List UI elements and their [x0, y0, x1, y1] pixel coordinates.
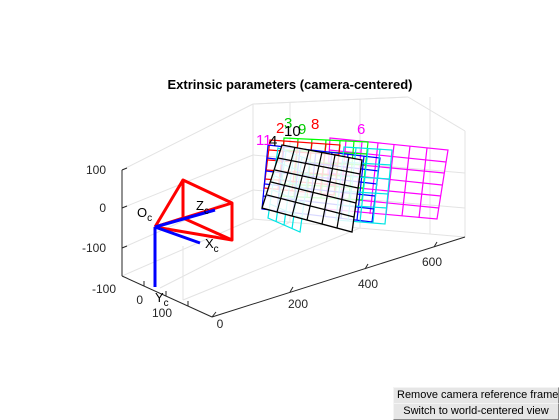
board-label: 11	[256, 132, 272, 149]
y-tick-label: 400	[358, 277, 378, 291]
y-tick-label: 0	[217, 317, 224, 331]
z-tick-label: 100	[86, 163, 106, 177]
y-tick-label: 200	[288, 297, 308, 311]
camera-axes	[153, 208, 216, 287]
camera-x-label: Xc	[205, 236, 219, 255]
z-tick-label: -100	[82, 241, 106, 255]
board-label: 4	[269, 133, 277, 150]
checkerboard-black	[261, 144, 363, 233]
plot-title: Extrinsic parameters (camera-centered)	[168, 77, 413, 92]
board-label: 2	[276, 120, 284, 137]
z-tick-label: 0	[99, 201, 106, 215]
board-label: 6	[357, 121, 365, 138]
camera-z-label: Zc	[196, 198, 209, 217]
board-label: 8	[311, 116, 319, 133]
board-label: 9	[298, 121, 306, 138]
y-tick-label: 600	[422, 255, 442, 269]
remove-camera-frame-button[interactable]: Remove camera reference frame	[393, 387, 559, 404]
board-label: 10	[284, 123, 301, 140]
x-tick-label: 100	[152, 306, 172, 320]
axes-edges	[121, 167, 466, 318]
x-tick-label: -100	[92, 282, 116, 296]
switch-world-view-button[interactable]: Switch to world-centered view	[393, 403, 559, 420]
board-label: 3	[284, 115, 292, 132]
camera-origin-label: Oc	[137, 205, 152, 224]
x-tick-label: 0	[136, 293, 143, 307]
checkerboard-black-grid	[266, 146, 361, 229]
camera-y-label: Yc	[155, 290, 169, 309]
